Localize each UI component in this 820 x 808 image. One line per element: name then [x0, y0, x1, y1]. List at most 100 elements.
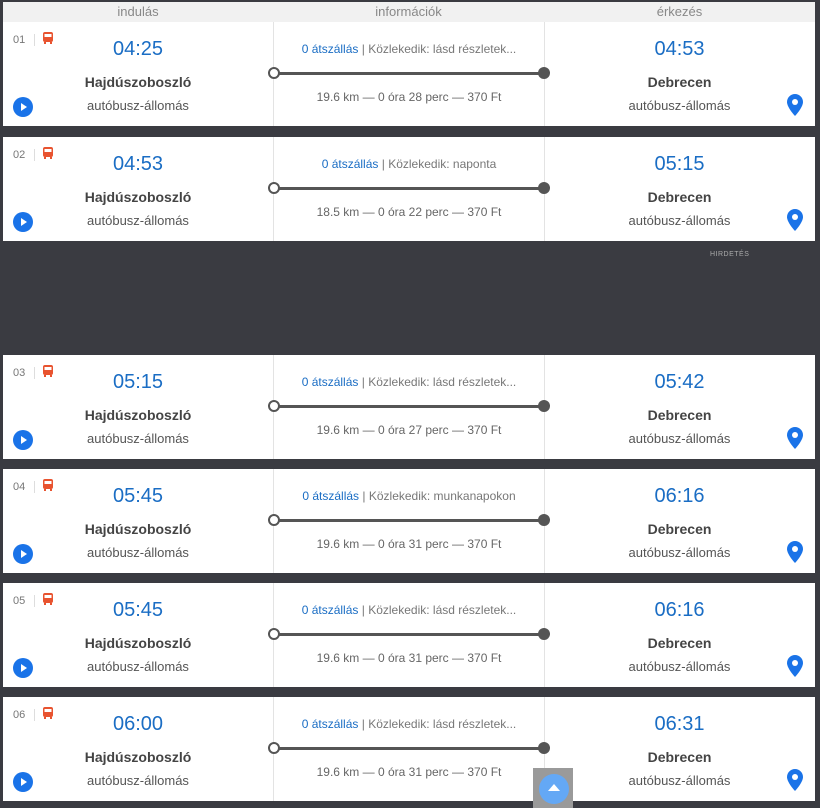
bus-icon	[43, 32, 53, 44]
start-dot	[268, 742, 280, 754]
arrival-stop: autóbusz-állomás	[628, 213, 731, 228]
divider	[34, 149, 35, 161]
arrival-stop: autóbusz-állomás	[628, 545, 731, 560]
transfers-link[interactable]: 0 átszállás	[321, 157, 379, 171]
arrival-city: Debrecen	[647, 407, 712, 423]
row-number: 03	[13, 367, 26, 379]
route-row[interactable]: 03 05:15 Hajdúszoboszló autóbusz-állomás…	[3, 355, 815, 459]
route-details: 19.6 km — 0 óra 31 perc — 370 Ft	[316, 651, 502, 665]
arrival-time: 04:53	[654, 38, 705, 60]
map-pin-icon[interactable]	[787, 94, 803, 116]
row-number: 04	[13, 481, 26, 493]
bus-icon	[43, 593, 53, 605]
route-row[interactable]: 05 05:45 Hajdúszoboszló autóbusz-állomás…	[3, 583, 815, 687]
departure-city: Hajdúszoboszló	[84, 189, 192, 205]
departure-stop: autóbusz-állomás	[87, 773, 189, 788]
info-cell: 0 átszállás | Közlekedik: lásd részletek…	[268, 22, 550, 126]
ad-label: HIRDETÉS	[710, 251, 750, 258]
play-icon[interactable]	[13, 658, 33, 678]
map-pin-icon[interactable]	[787, 541, 803, 563]
schedule-text: | Közlekedik: lásd részletek...	[361, 42, 517, 56]
info-cell: 0 átszállás | Közlekedik: munkanapokon 1…	[268, 469, 550, 573]
start-dot	[268, 400, 280, 412]
start-dot	[268, 67, 280, 79]
arrival-stop: autóbusz-állomás	[628, 431, 731, 446]
departure-stop: autóbusz-állomás	[87, 98, 189, 113]
transfers-link[interactable]: 0 átszállás	[301, 603, 359, 617]
route-details: 19.6 km — 0 óra 28 perc — 370 Ft	[316, 90, 502, 104]
schedule-text: | Közlekedik: lásd részletek...	[361, 603, 517, 617]
divider	[34, 595, 35, 607]
end-dot	[538, 67, 550, 79]
arrival-cell: 05:42 Debrecen autóbusz-állomás	[544, 355, 815, 459]
arrival-time: 05:15	[654, 153, 705, 175]
transfers-link[interactable]: 0 átszállás	[302, 489, 360, 503]
arrival-stop: autóbusz-állomás	[628, 659, 731, 674]
arrival-city: Debrecen	[647, 749, 712, 765]
route-details: 19.6 km — 0 óra 31 perc — 370 Ft	[316, 765, 502, 779]
departure-stop: autóbusz-állomás	[87, 431, 189, 446]
transfers-link[interactable]: 0 átszállás	[301, 375, 359, 389]
schedule-text: | Közlekedik: lásd részletek...	[361, 717, 517, 731]
divider	[34, 367, 35, 379]
row-number: 01	[13, 34, 26, 46]
end-dot	[538, 400, 550, 412]
transfers-link[interactable]: 0 átszállás	[301, 42, 359, 56]
route-row[interactable]: 04 05:45 Hajdúszoboszló autóbusz-állomás…	[3, 469, 815, 573]
departure-cell: 04 05:45 Hajdúszoboszló autóbusz-állomás	[3, 469, 273, 573]
play-icon[interactable]	[13, 544, 33, 564]
header-departure: indulás	[117, 4, 159, 19]
route-line	[274, 405, 544, 408]
map-pin-icon[interactable]	[787, 209, 803, 231]
map-pin-icon[interactable]	[787, 427, 803, 449]
scroll-to-top-button[interactable]	[533, 768, 573, 808]
arrival-time: 06:16	[654, 485, 705, 507]
departure-time: 05:15	[112, 371, 164, 393]
route-row[interactable]: 01 04:25 Hajdúszoboszló autóbusz-állomás…	[3, 22, 815, 126]
route-line	[274, 633, 544, 636]
arrival-stop: autóbusz-állomás	[628, 773, 731, 788]
bus-icon	[43, 147, 53, 159]
departure-time: 05:45	[112, 599, 164, 621]
map-pin-icon[interactable]	[787, 655, 803, 677]
end-dot	[538, 742, 550, 754]
row-number: 02	[13, 149, 26, 161]
schedule-text: | Közlekedik: naponta	[381, 157, 497, 171]
start-dot	[268, 182, 280, 194]
route-details: 19.6 km — 0 óra 31 perc — 370 Ft	[316, 537, 502, 551]
play-icon[interactable]	[13, 772, 33, 792]
route-row[interactable]: 02 04:53 Hajdúszoboszló autóbusz-állomás…	[3, 137, 815, 241]
play-icon[interactable]	[13, 97, 33, 117]
departure-stop: autóbusz-állomás	[87, 659, 189, 674]
end-dot	[538, 628, 550, 640]
departure-cell: 03 05:15 Hajdúszoboszló autóbusz-állomás	[3, 355, 273, 459]
transfers-link[interactable]: 0 átszállás	[301, 717, 359, 731]
arrival-cell: 05:15 Debrecen autóbusz-állomás	[544, 137, 815, 241]
departure-cell: 05 05:45 Hajdúszoboszló autóbusz-állomás	[3, 583, 273, 687]
play-icon[interactable]	[13, 212, 33, 232]
info-cell: 0 átszállás | Közlekedik: lásd részletek…	[268, 355, 550, 459]
departure-city: Hajdúszoboszló	[84, 521, 192, 537]
departure-city: Hajdúszoboszló	[84, 635, 192, 651]
arrival-time: 06:16	[654, 599, 705, 621]
route-row[interactable]: 06 06:00 Hajdúszoboszló autóbusz-állomás…	[3, 697, 815, 801]
arrival-city: Debrecen	[647, 189, 712, 205]
play-icon[interactable]	[13, 430, 33, 450]
map-pin-icon[interactable]	[787, 769, 803, 791]
departure-time: 05:45	[112, 485, 164, 507]
route-details: 19.6 km — 0 óra 27 perc — 370 Ft	[316, 423, 502, 437]
end-dot	[538, 182, 550, 194]
info-cell: 0 átszállás | Közlekedik: naponta 18.5 k…	[268, 137, 550, 241]
route-line	[274, 72, 544, 75]
divider	[34, 481, 35, 493]
arrival-city: Debrecen	[647, 74, 712, 90]
divider	[34, 709, 35, 721]
route-line	[274, 519, 544, 522]
start-dot	[268, 514, 280, 526]
arrival-cell: 06:16 Debrecen autóbusz-állomás	[544, 583, 815, 687]
arrival-time: 05:42	[654, 371, 705, 393]
departure-cell: 06 06:00 Hajdúszoboszló autóbusz-állomás	[3, 697, 273, 801]
arrow-up-icon	[539, 774, 569, 804]
route-details: 18.5 km — 0 óra 22 perc — 370 Ft	[316, 205, 502, 219]
route-line	[274, 187, 544, 190]
